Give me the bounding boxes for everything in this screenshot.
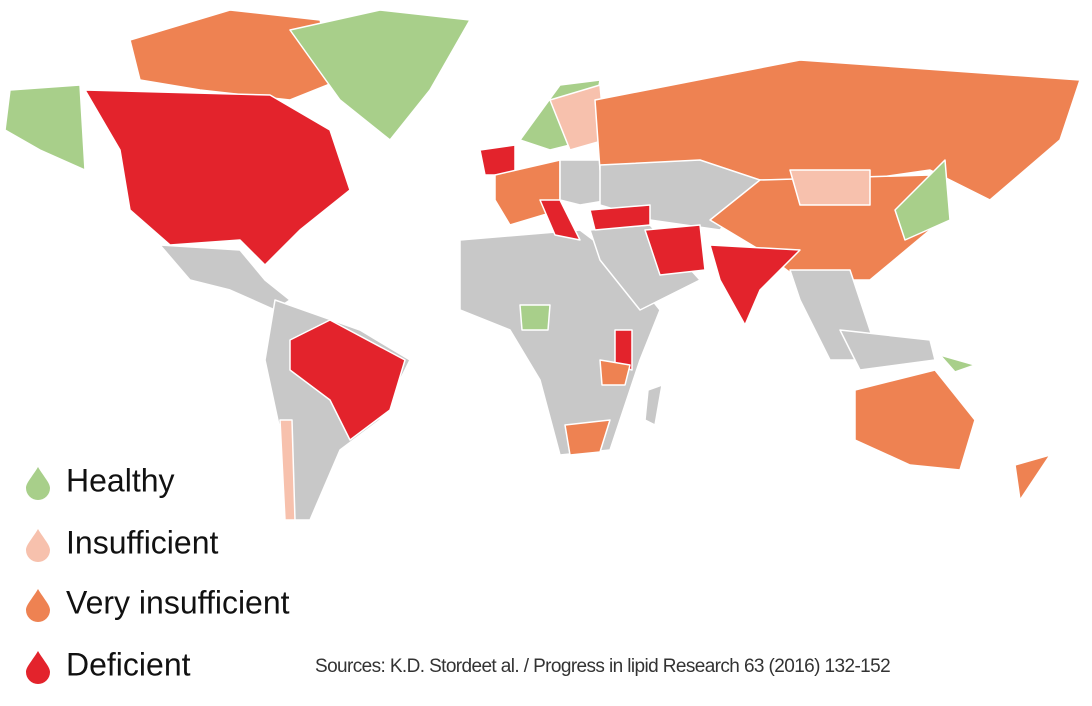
legend-label: Insufficient [66,524,219,560]
legend-label: Very insufficient [66,584,290,620]
region [614,329,633,371]
region [839,329,936,371]
region [289,9,471,141]
region [519,304,551,331]
legend-drop [26,467,50,500]
region [589,204,651,231]
region [479,144,516,176]
region [4,84,86,171]
legend: Healthy Insufficient Very insufficient Defi… [26,462,290,684]
region [644,384,663,426]
region [559,159,611,206]
region [709,244,801,326]
legend-drop [26,651,50,684]
region [279,419,296,521]
region [644,224,706,276]
region [129,9,341,101]
region [84,89,351,266]
legend-drop [26,589,50,622]
region [789,169,871,206]
region [1014,454,1051,501]
region [289,319,406,441]
legend-label: Healthy [66,462,175,498]
legend-drop [26,529,50,562]
legend-label: Deficient [66,646,191,682]
region [599,359,631,386]
map-land [4,9,1081,521]
region [539,199,581,241]
region [854,369,976,471]
source-note: Sources: K.D. Stordeet al. / Progress in… [315,656,890,677]
region [939,354,976,373]
region [564,419,611,456]
region [894,159,951,241]
